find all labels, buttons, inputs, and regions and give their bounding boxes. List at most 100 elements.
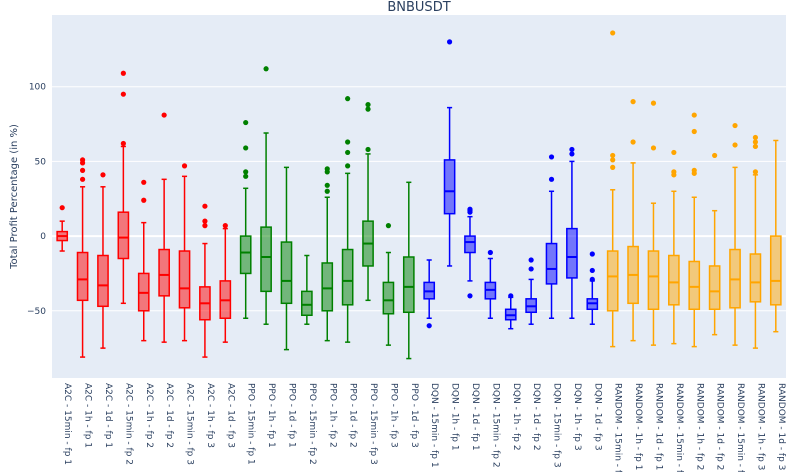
outlier-point (365, 106, 371, 112)
outlier-point (752, 143, 759, 150)
x-tick-label: DQN - 15min - fp 2 (490, 383, 500, 468)
x-tick-label: A2C - 15min - fp 2 (123, 383, 133, 465)
outlier-point (385, 223, 392, 229)
x-tick-label: DQN - 1h - fp 1 (450, 383, 460, 451)
box-dqn (464, 206, 476, 299)
outlier-point (120, 70, 126, 76)
x-tick-label: DQN - 15min - fp 1 (429, 383, 439, 468)
x-tick-label: A2C - 1h - fp 3 (205, 383, 215, 448)
x-tick-label: A2C - 1d - fp 1 (103, 383, 113, 448)
box-ppo (280, 166, 293, 351)
x-tick-label: PPO - 1d - fp 2 (348, 383, 358, 448)
outlier-point (732, 122, 738, 129)
outlier-point (467, 206, 473, 212)
box-random (688, 112, 701, 348)
outlier-point (508, 293, 514, 299)
box-dqn (504, 293, 517, 330)
x-tick-label: PPO - 15min - fp 3 (368, 383, 378, 465)
iqr-box (178, 250, 191, 309)
iqr-box (301, 290, 313, 317)
box-random (708, 152, 721, 336)
outlier-point (528, 257, 534, 263)
x-tick-label: DQN - 15min - fp 3 (552, 383, 562, 468)
outlier-point (202, 218, 208, 224)
x-tick-label: RANDOM - 1d - fp 2 (715, 383, 725, 470)
iqr-box (402, 256, 415, 314)
x-tick-label: RANDOM - 15min - fp 1 (613, 383, 623, 472)
y-tick-label: 0 (40, 232, 46, 242)
outlier-point (222, 223, 228, 229)
box-random (627, 99, 639, 342)
outlier-point (120, 91, 126, 97)
x-axis-ticks: A2C - 15min - fp 1 A2C - 1h - fp 1 A2C - 1… (62, 383, 786, 472)
grid-lines (52, 86, 786, 312)
iqr-box (341, 248, 354, 306)
outlier-point (345, 139, 351, 145)
outlier-point (345, 149, 351, 156)
iqr-box (239, 235, 252, 275)
x-tick-label: PPO - 15min - fp 2 (307, 383, 317, 465)
outlier-point (569, 146, 575, 153)
outlier-point (691, 167, 697, 173)
x-tick-label: DQN - 1d - fp 2 (531, 383, 541, 451)
box-dqn (443, 39, 456, 267)
x-tick-label: PPO - 1h - fp 1 (266, 383, 276, 448)
outlier-point (752, 134, 759, 141)
outlier-point (650, 100, 657, 106)
iqr-box (76, 251, 89, 302)
box-a2c (137, 179, 150, 342)
outlier-point (324, 188, 330, 194)
box-a2c (199, 203, 211, 358)
outlier-point (324, 182, 330, 188)
box-ppo (301, 254, 313, 325)
outlier-point (243, 169, 249, 175)
outlier-point (120, 140, 126, 147)
outlier-point (345, 163, 351, 169)
box-dqn (525, 257, 537, 325)
box-random (729, 122, 741, 346)
outlier-point (100, 172, 106, 178)
outlier-point (548, 176, 555, 182)
box-random (749, 134, 762, 349)
box-random (606, 30, 619, 348)
iqr-box (117, 211, 130, 260)
iqr-box (382, 281, 395, 315)
iqr-box (668, 254, 680, 306)
x-tick-label: DQN - 1d - fp 1 (470, 383, 480, 451)
x-tick-label: A2C - 15min - fp 3 (185, 383, 195, 465)
box-ppo (402, 181, 415, 360)
outlier-point (202, 223, 208, 229)
x-tick-label: PPO - 15min - fp 1 (246, 383, 256, 465)
outlier-point (243, 145, 249, 151)
iqr-box (566, 227, 578, 279)
box-a2c (178, 163, 191, 342)
outlier-point (141, 197, 147, 203)
x-tick-label: RANDOM - 1h - fp 3 (755, 383, 765, 470)
x-tick-label: RANDOM - 15min - fp 3 (735, 383, 745, 472)
outlier-point (610, 152, 616, 159)
y-tick-label: 100 (29, 83, 46, 93)
x-tick-label: RANDOM - 1h - fp 2 (694, 383, 704, 470)
outlier-point (610, 30, 616, 36)
outlier-point (589, 276, 595, 283)
outlier-point (467, 293, 473, 299)
outlier-point (161, 112, 167, 118)
outlier-point (243, 173, 249, 179)
iqr-box (321, 262, 334, 312)
box-ppo (239, 119, 252, 319)
box-ppo (321, 166, 334, 342)
y-axis-ticks: −50 0 50 100 (27, 83, 46, 317)
outlier-point (365, 146, 371, 153)
x-tick-label: A2C - 1h - fp 1 (83, 383, 93, 448)
chart-title: BNBUSDT (387, 0, 450, 15)
outlier-point (589, 267, 595, 274)
x-tick-label: PPO - 1d - fp 1 (286, 383, 296, 448)
box-a2c (56, 205, 69, 252)
iqr-box (443, 159, 456, 215)
box-a2c (158, 112, 170, 343)
outlier-point (671, 169, 677, 175)
iqr-box (749, 253, 762, 303)
outlier-point (324, 166, 330, 172)
x-tick-label: DQN - 1d - fp 3 (592, 383, 602, 451)
